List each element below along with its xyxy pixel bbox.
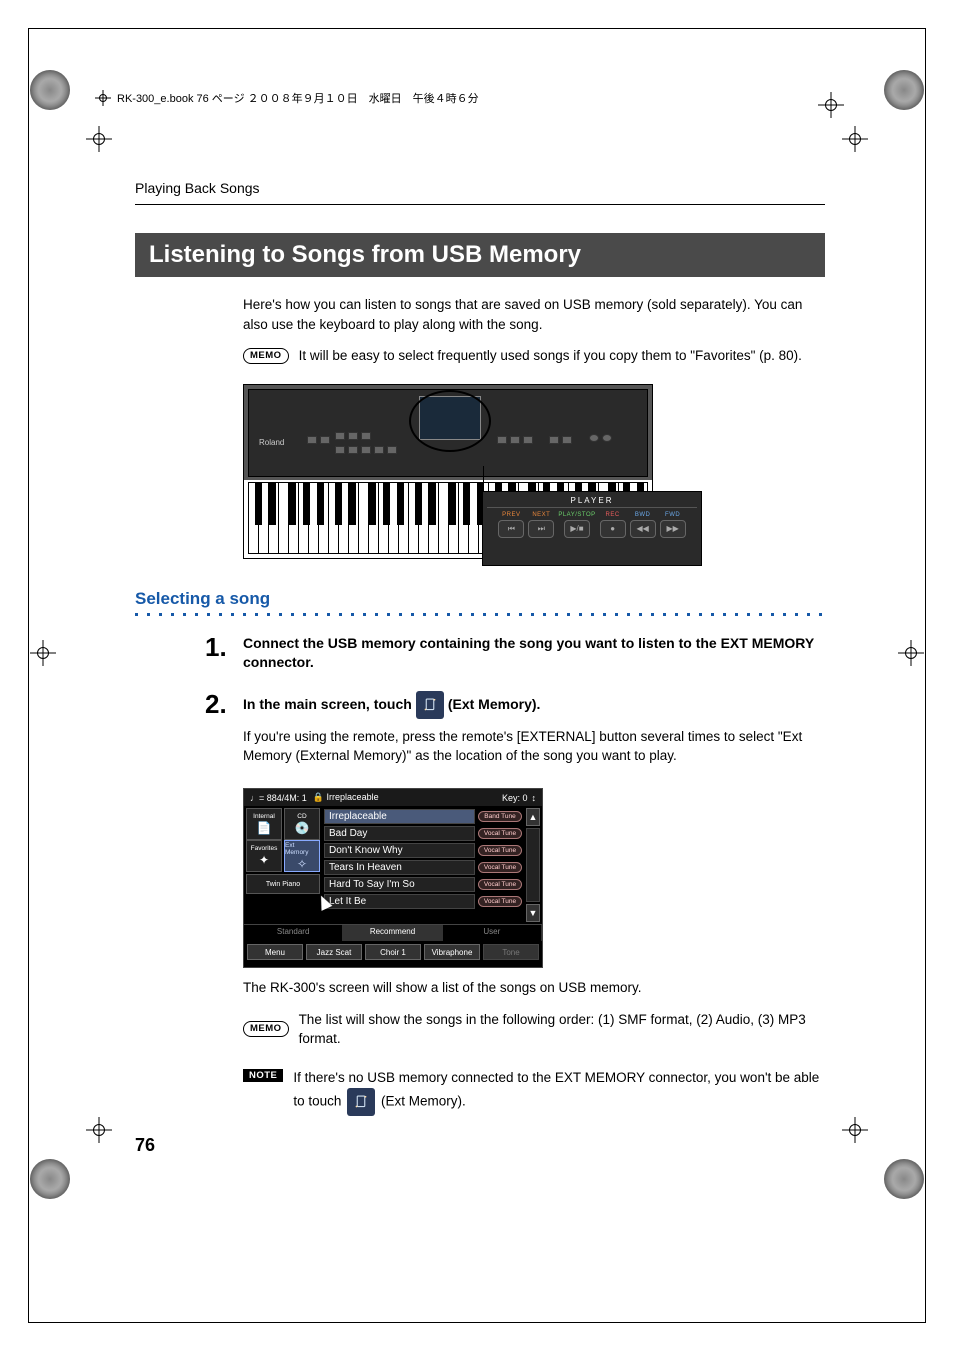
crosshair-ml xyxy=(30,640,56,666)
dotted-rule xyxy=(135,613,825,616)
crosshair-bl xyxy=(86,1117,112,1143)
lcd-now-playing: Irreplaceable xyxy=(327,792,379,802)
lcd-button-menu[interactable]: Menu xyxy=(247,944,303,960)
lcd-tab-standard[interactable]: Standard xyxy=(244,925,343,941)
player-btn-next: NEXT⏭ xyxy=(528,512,554,538)
lcd-song-row[interactable]: IrreplaceableBand Tune xyxy=(324,808,522,825)
crosshair-tl xyxy=(86,126,112,152)
player-btn-prev: PREV⏮ xyxy=(498,512,524,538)
lcd-button-tone[interactable]: Tone xyxy=(483,944,539,960)
crosshair-tr xyxy=(842,126,868,152)
keyboard-figure: Roland xyxy=(243,384,825,559)
after-lcd-text: The RK-300's screen will show a list of … xyxy=(243,978,825,998)
lcd-source-cd[interactable]: CD💿 xyxy=(284,808,320,840)
step-2-title-before: In the main screen, touch xyxy=(243,695,412,715)
subsection-title: Selecting a song xyxy=(135,589,825,609)
memo-1-text: It will be easy to select frequently use… xyxy=(299,346,802,366)
registration-mark-bl xyxy=(30,1159,70,1199)
lcd-button-jazz-scat[interactable]: Jazz Scat xyxy=(306,944,362,960)
lcd-timesig: 4/4 xyxy=(277,793,290,803)
lcd-figure: ♩= 88 4/4 M: 1 🔒 Irreplaceable Key: 0 ↕ … xyxy=(243,788,543,968)
lcd-song-row[interactable]: Hard To Say I'm SoVocal Tune xyxy=(324,876,522,893)
lcd-song-row[interactable]: Bad DayVocal Tune xyxy=(324,825,522,842)
lcd-tab-user[interactable]: User xyxy=(443,925,542,941)
player-panel-callout: PLAYER PREV⏮NEXT⏭PLAY/STOP▶/■REC●BWD◀◀FW… xyxy=(482,491,702,566)
memo-2-text: The list will show the songs in the foll… xyxy=(299,1010,825,1049)
registration-mark-tl xyxy=(30,70,70,110)
lcd-key-icon: ↕ xyxy=(532,793,537,803)
registration-mark-br xyxy=(884,1159,924,1199)
header-rule xyxy=(135,204,825,205)
player-btn-bwd: BWD◀◀ xyxy=(630,512,656,538)
lcd-scroll-up[interactable]: ▲ xyxy=(526,808,540,826)
keyboard-brand: Roland xyxy=(259,438,284,447)
player-btn-fwd: FWD▶▶ xyxy=(660,512,686,538)
running-head: Playing Back Songs xyxy=(135,180,825,196)
lcd-scroll-track[interactable] xyxy=(526,828,540,902)
lcd-lock-icon: 🔒 xyxy=(313,792,324,802)
lcd-source-favorites[interactable]: Favorites✦ xyxy=(246,840,282,872)
page-number: 76 xyxy=(135,1135,155,1156)
crop-header-text: RK-300_e.book 76 ページ ２００８年９月１０日 水曜日 午後４時… xyxy=(117,90,479,106)
step-1-title: Connect the USB memory containing the so… xyxy=(243,634,825,673)
section-title: Listening to Songs from USB Memory xyxy=(135,233,825,277)
page-content: Playing Back Songs Listening to Songs fr… xyxy=(135,180,825,1116)
crosshair-top-right-2 xyxy=(818,92,844,118)
lcd-button-vibraphone[interactable]: Vibraphone xyxy=(424,944,480,960)
note-1: NOTE If there's no USB memory connected … xyxy=(243,1067,825,1117)
memo-2: MEMO The list will show the songs in the… xyxy=(243,1010,825,1049)
lcd-measure: M: 1 xyxy=(289,793,307,803)
lcd-twin-piano[interactable]: Twin Piano xyxy=(246,874,320,894)
lcd-tab-recommend[interactable]: Recommend xyxy=(343,925,442,941)
step-2-number: 2. xyxy=(205,691,243,778)
lcd-tempo: ♩= 88 xyxy=(250,793,277,803)
ext-memory-icon xyxy=(347,1088,375,1116)
step-2: 2. In the main screen, touch (Ext Memory… xyxy=(205,691,825,778)
lcd-button-choir-1[interactable]: Choir 1 xyxy=(365,944,421,960)
step-1: 1. Connect the USB memory containing the… xyxy=(205,634,825,681)
step-2-title: In the main screen, touch (Ext Memory). xyxy=(243,691,825,719)
step-2-title-after: (Ext Memory). xyxy=(448,695,541,715)
memo-1: MEMO It will be easy to select frequentl… xyxy=(243,346,825,366)
ext-memory-icon xyxy=(416,691,444,719)
lcd-key: Key: 0 xyxy=(502,793,528,803)
lcd-source-ext-memory[interactable]: Ext Memory✧ xyxy=(284,840,320,872)
crop-header: RK-300_e.book 76 ページ ２００８年９月１０日 水曜日 午後４時… xyxy=(95,90,479,106)
player-btn-playstop: PLAY/STOP▶/■ xyxy=(558,512,595,538)
memo-badge: MEMO xyxy=(243,1021,289,1036)
crosshair-mr xyxy=(898,640,924,666)
registration-mark-tr xyxy=(884,70,924,110)
intro-text: Here's how you can listen to songs that … xyxy=(243,295,825,334)
lcd-scroll-down[interactable]: ▼ xyxy=(526,904,540,922)
keyboard-highlight-circle xyxy=(409,390,491,452)
lcd-song-row[interactable]: Don't Know WhyVocal Tune xyxy=(324,842,522,859)
crosshair-br xyxy=(842,1117,868,1143)
memo-badge: MEMO xyxy=(243,348,289,363)
lcd-song-row[interactable]: Let It BeVocal Tune xyxy=(324,893,522,910)
player-panel-title: PLAYER xyxy=(487,496,697,508)
note-badge: NOTE xyxy=(243,1069,283,1082)
player-btn-rec: REC● xyxy=(600,512,626,538)
step-1-number: 1. xyxy=(205,634,243,681)
lcd-source-internal[interactable]: Internal📄 xyxy=(246,808,282,840)
note-text-after: (Ext Memory). xyxy=(381,1094,466,1109)
step-2-text: If you're using the remote, press the re… xyxy=(243,727,825,766)
lcd-song-row[interactable]: Tears In HeavenVocal Tune xyxy=(324,859,522,876)
